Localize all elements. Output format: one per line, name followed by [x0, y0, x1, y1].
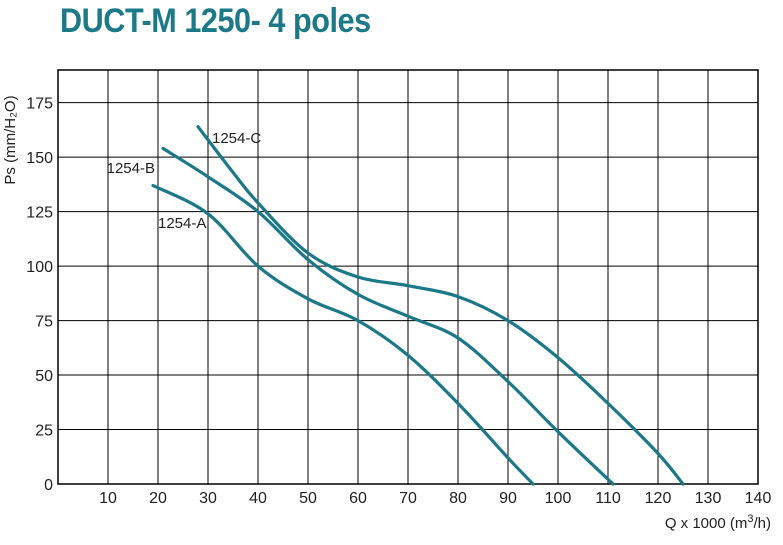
x-tick-label: 60 — [349, 490, 367, 507]
y-tick-label: 175 — [26, 96, 53, 113]
y-axis-label: Ps (mm/H₂O) — [2, 95, 19, 184]
x-tick-label: 130 — [695, 490, 722, 507]
y-tick-label: 125 — [26, 205, 53, 222]
x-tick-label: 30 — [199, 490, 217, 507]
chart-title: DUCT-M 1250- 4 poles — [60, 2, 371, 40]
x-tick-label: 110 — [595, 490, 621, 507]
series-labels: 1254-A 1254-B 1254-C — [107, 130, 262, 232]
y-tick-label: 100 — [26, 259, 53, 276]
x-tick-label: 10 — [99, 490, 117, 507]
x-axis-label: Q x 1000 (m3/h) — [665, 513, 771, 532]
curve-1254-a — [151, 183, 535, 486]
curves — [151, 125, 685, 486]
x-tick-label: 70 — [399, 490, 417, 507]
series-label-1254-c: 1254-C — [212, 130, 261, 147]
series-label-1254-a: 1254-A — [158, 215, 206, 232]
x-tick-label: 20 — [149, 490, 167, 507]
y-tick-label: 50 — [35, 368, 53, 385]
x-tick-label: 40 — [249, 490, 267, 507]
x-tick-label: 90 — [499, 490, 517, 507]
y-tick-label: 75 — [35, 314, 53, 331]
y-tick-label: 25 — [35, 423, 53, 440]
x-tick-label: 140 — [745, 490, 772, 507]
y-tick-label: 150 — [26, 150, 53, 167]
x-tick-label: 80 — [449, 490, 467, 507]
x-tick-label: 50 — [299, 490, 317, 507]
y-tick-label: 0 — [44, 477, 53, 494]
curve-1254-b — [161, 146, 615, 486]
x-tick-label: 100 — [545, 490, 572, 507]
curve-1254-c — [196, 125, 685, 486]
series-label-1254-b: 1254-B — [107, 160, 155, 177]
tick-labels: 10 20 30 40 50 60 70 80 90 100 110 120 130 140 0 25 50 75… — [26, 96, 771, 507]
x-tick-label: 120 — [645, 490, 672, 507]
grid — [57, 69, 759, 485]
